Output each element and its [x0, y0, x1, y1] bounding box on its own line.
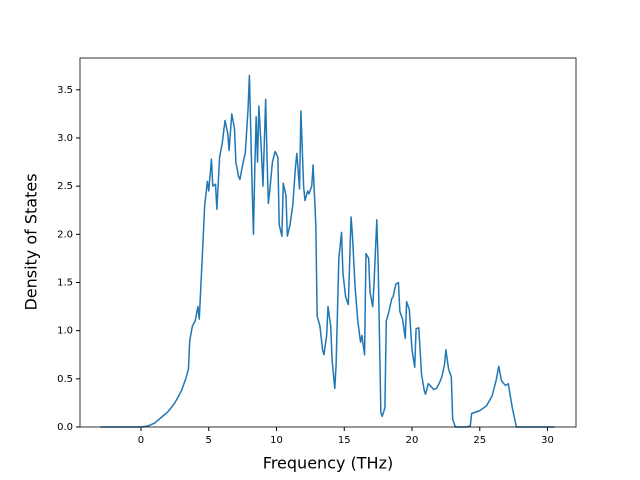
y-tick-label: 2.0 [57, 229, 73, 240]
x-tick-label: 10 [270, 435, 283, 446]
y-tick-label: 1.5 [57, 277, 73, 288]
x-tick-label: 25 [473, 435, 486, 446]
y-tick-label: 0.5 [57, 374, 73, 385]
plot-frame [79, 57, 577, 428]
x-tick-label: 0 [138, 435, 144, 446]
y-tick-label: 1.0 [57, 326, 73, 337]
x-tick-label: 30 [541, 435, 554, 446]
y-axis-label: Density of States [22, 173, 41, 310]
x-tick-label: 5 [206, 435, 212, 446]
x-tick-label: 15 [338, 435, 351, 446]
x-axis-label: Frequency (THz) [263, 454, 393, 473]
line [100, 74, 555, 428]
y-tick-label: 0.0 [57, 422, 73, 433]
y-tick-label: 2.5 [57, 181, 73, 192]
y-tick-label: 3.5 [57, 85, 73, 96]
x-tick-label: 20 [406, 435, 419, 446]
y-tick-label: 3.0 [57, 133, 73, 144]
